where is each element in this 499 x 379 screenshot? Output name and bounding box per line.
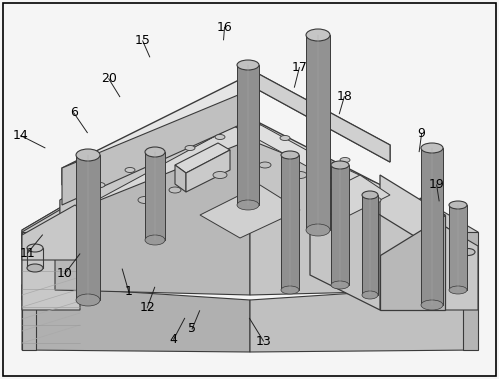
- Polygon shape: [331, 165, 349, 285]
- Polygon shape: [281, 155, 299, 290]
- Ellipse shape: [169, 187, 181, 193]
- Ellipse shape: [449, 286, 467, 294]
- Text: 6: 6: [70, 106, 78, 119]
- Ellipse shape: [138, 196, 152, 204]
- Ellipse shape: [362, 191, 378, 199]
- Polygon shape: [60, 108, 310, 216]
- Polygon shape: [62, 72, 390, 185]
- Ellipse shape: [369, 197, 381, 203]
- Polygon shape: [145, 152, 165, 240]
- Text: 11: 11: [19, 247, 35, 260]
- Ellipse shape: [185, 146, 195, 150]
- Polygon shape: [449, 205, 467, 290]
- Ellipse shape: [421, 300, 443, 310]
- Text: 9: 9: [418, 127, 426, 140]
- Ellipse shape: [76, 294, 100, 306]
- Polygon shape: [380, 215, 445, 310]
- Polygon shape: [175, 143, 230, 173]
- Ellipse shape: [237, 60, 259, 70]
- Text: 5: 5: [188, 323, 196, 335]
- Polygon shape: [362, 195, 378, 295]
- Ellipse shape: [155, 155, 165, 160]
- Text: 19: 19: [429, 179, 445, 191]
- Ellipse shape: [280, 136, 290, 141]
- Polygon shape: [22, 205, 85, 260]
- Polygon shape: [310, 180, 380, 310]
- Ellipse shape: [334, 185, 346, 191]
- Polygon shape: [22, 175, 478, 300]
- Polygon shape: [250, 140, 445, 295]
- Polygon shape: [420, 198, 478, 246]
- Ellipse shape: [340, 158, 350, 163]
- Polygon shape: [306, 35, 330, 230]
- Ellipse shape: [27, 264, 43, 272]
- Polygon shape: [237, 65, 259, 205]
- Polygon shape: [22, 196, 80, 244]
- Text: 17: 17: [291, 61, 307, 74]
- Text: 15: 15: [135, 34, 151, 47]
- Text: 10: 10: [57, 267, 73, 280]
- Ellipse shape: [145, 147, 165, 157]
- Text: 18: 18: [336, 90, 352, 103]
- Polygon shape: [310, 152, 445, 232]
- Ellipse shape: [461, 249, 475, 255]
- Ellipse shape: [421, 143, 443, 153]
- Polygon shape: [420, 212, 478, 310]
- Ellipse shape: [215, 135, 225, 139]
- Polygon shape: [22, 212, 80, 310]
- Ellipse shape: [145, 235, 165, 245]
- Polygon shape: [55, 140, 250, 295]
- Polygon shape: [186, 150, 230, 192]
- Text: 1: 1: [125, 285, 133, 298]
- Polygon shape: [22, 196, 80, 285]
- Polygon shape: [62, 88, 255, 205]
- Text: 13: 13: [255, 335, 271, 348]
- Text: 14: 14: [13, 129, 29, 142]
- Text: 20: 20: [101, 72, 117, 85]
- Ellipse shape: [281, 286, 299, 294]
- Polygon shape: [200, 185, 300, 238]
- Polygon shape: [60, 108, 230, 220]
- Ellipse shape: [237, 200, 259, 210]
- Polygon shape: [421, 148, 443, 305]
- Ellipse shape: [213, 172, 227, 179]
- Ellipse shape: [306, 224, 330, 236]
- Ellipse shape: [310, 146, 320, 150]
- Polygon shape: [22, 285, 250, 352]
- Polygon shape: [250, 285, 478, 352]
- Polygon shape: [380, 175, 445, 255]
- Text: 12: 12: [139, 301, 155, 314]
- Polygon shape: [310, 175, 390, 220]
- Ellipse shape: [306, 29, 330, 41]
- Polygon shape: [463, 232, 478, 350]
- Ellipse shape: [281, 151, 299, 159]
- Ellipse shape: [95, 183, 105, 188]
- Ellipse shape: [293, 172, 307, 179]
- Text: 16: 16: [217, 21, 233, 34]
- Ellipse shape: [125, 168, 135, 172]
- Polygon shape: [22, 198, 80, 246]
- Polygon shape: [175, 165, 186, 192]
- Ellipse shape: [76, 149, 100, 161]
- Polygon shape: [255, 72, 390, 162]
- Polygon shape: [55, 118, 445, 240]
- Ellipse shape: [449, 201, 467, 209]
- Ellipse shape: [259, 162, 271, 168]
- Ellipse shape: [250, 122, 260, 127]
- Polygon shape: [22, 232, 36, 350]
- Ellipse shape: [331, 281, 349, 289]
- Ellipse shape: [331, 161, 349, 169]
- Text: 4: 4: [170, 333, 178, 346]
- Polygon shape: [76, 155, 100, 300]
- Ellipse shape: [362, 291, 378, 299]
- Ellipse shape: [27, 244, 43, 252]
